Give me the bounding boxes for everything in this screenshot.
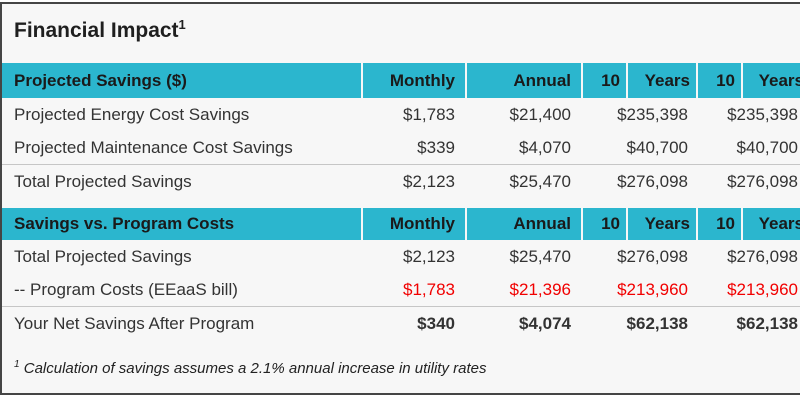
column-header-monthly: Monthly [361, 208, 465, 240]
value-10-years-b: $213,960 [727, 279, 798, 299]
value-monthly: $1,783 [403, 279, 455, 299]
value-monthly: $2,123 [403, 246, 455, 266]
footnote: 1 Calculation of savings assumes a 2.1% … [14, 358, 800, 380]
page-title: Financial Impact1 [14, 18, 800, 44]
value-monthly: $2,123 [361, 164, 465, 199]
column-header-years-b: Years [741, 208, 800, 240]
page-title-text: Financial Impact [14, 19, 179, 42]
row-label: -- Program Costs (EEaaS bill) [14, 279, 238, 299]
projected-savings-table: Projected Savings ($) Monthly Annual 10 … [2, 63, 800, 199]
value-annual: $25,470 [465, 164, 581, 199]
value-10-years-b: $40,700 [736, 137, 798, 157]
value-annual: $21,400 [509, 104, 571, 124]
column-header-10-b: 10 [696, 208, 741, 240]
value-annual: $21,396 [509, 279, 571, 299]
column-header-monthly: Monthly [361, 63, 465, 98]
value-10-years: $213,960 [617, 279, 688, 299]
value-monthly: $1,783 [403, 104, 455, 124]
column-header-years: Years [626, 63, 696, 98]
row-label: Total Projected Savings [2, 164, 361, 199]
value-10-years: $276,098 [617, 246, 688, 266]
section-header-projected-savings: Projected Savings ($) [2, 63, 361, 98]
value-annual: $4,074 [465, 306, 581, 341]
value-10-years-b: $276,098 [727, 246, 798, 266]
section-header-savings-vs-costs: Savings vs. Program Costs [2, 208, 361, 240]
table-row-net-savings: Your Net Savings After Program $340 $4,0… [2, 306, 800, 341]
table-row-energy-savings: Projected Energy Cost Savings $1,783 $21… [2, 98, 800, 131]
column-header-years-b: Years [741, 63, 800, 98]
savings-vs-costs-table: Savings vs. Program Costs Monthly Annual… [2, 208, 800, 341]
table-row-total-projected-savings: Total Projected Savings $2,123 $25,470 $… [2, 164, 800, 199]
row-label: Projected Maintenance Cost Savings [14, 137, 293, 157]
title-footnote-marker: 1 [178, 17, 186, 32]
value-10-years: $276,098 [581, 164, 696, 199]
row-label: Your Net Savings After Program [2, 306, 361, 341]
value-annual: $4,070 [519, 137, 571, 157]
value-monthly: $339 [417, 137, 455, 157]
value-10-years: $40,700 [626, 137, 688, 157]
footnote-text: Calculation of savings assumes a 2.1% an… [23, 360, 487, 377]
table-row-program-costs: -- Program Costs (EEaaS bill) $1,783 $21… [2, 273, 800, 306]
row-label: Total Projected Savings [14, 246, 192, 266]
row-label: Projected Energy Cost Savings [14, 104, 250, 124]
value-10-years: $235,398 [617, 104, 688, 124]
table-row-total-projected-savings: Total Projected Savings $2,123 $25,470 $… [2, 240, 800, 273]
column-header-10: 10 [581, 208, 626, 240]
financial-impact-panel: Financial Impact1 Projected Savings ($) … [0, 2, 800, 395]
value-10-years-b: $235,398 [727, 104, 798, 124]
table-row-maintenance-savings: Projected Maintenance Cost Savings $339 … [2, 131, 800, 164]
value-10-years-b: $62,138 [696, 306, 800, 341]
column-header-annual: Annual [465, 208, 581, 240]
column-header-years: Years [626, 208, 696, 240]
savings-vs-costs-header-row: Savings vs. Program Costs Monthly Annual… [2, 208, 800, 240]
value-annual: $25,470 [509, 246, 571, 266]
projected-savings-header-row: Projected Savings ($) Monthly Annual 10 … [2, 63, 800, 98]
column-header-10: 10 [581, 63, 626, 98]
value-monthly: $340 [361, 306, 465, 341]
footnote-marker: 1 [14, 359, 20, 370]
column-header-annual: Annual [465, 63, 581, 98]
column-header-10-b: 10 [696, 63, 741, 98]
value-10-years-b: $276,098 [696, 164, 800, 199]
value-10-years: $62,138 [581, 306, 696, 341]
